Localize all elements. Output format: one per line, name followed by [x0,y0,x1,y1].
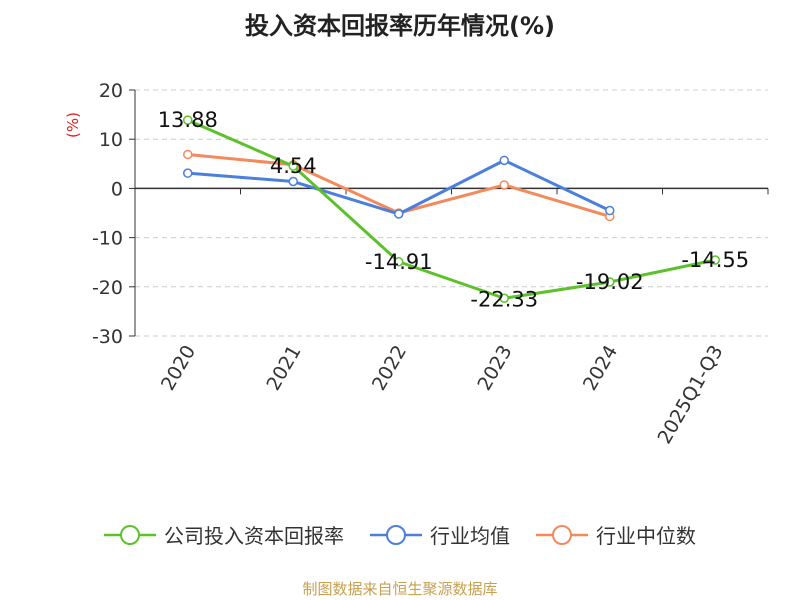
legend-item: 行业均值 [370,520,510,549]
series-line [187,118,716,300]
y-tick-label: -30 [92,326,123,348]
data-label: 4.54 [270,154,317,178]
legend-label: 行业均值 [430,524,510,548]
grid-lines [135,89,768,337]
data-label: -22.33 [470,287,538,311]
legend: 公司投入资本回报率 行业均值 行业中位数 [0,520,800,549]
x-tick-label: 2020 [157,342,200,395]
y-axis-label: (%) [64,112,82,138]
data-point [394,257,404,267]
legend-line-circle-icon [536,524,588,545]
source-note: 制图数据来自恒生聚源数据库 [302,580,498,598]
chart-title: 投入资本回报率历年情况(%) [245,12,555,40]
y-tick-label: 10 [99,129,123,151]
legend-item: 公司投入资本回报率 [104,520,344,549]
legend-line-circle-icon [104,524,156,545]
legend-item: 行业中位数 [536,520,696,549]
data-point [183,115,193,125]
series-line [187,158,611,216]
data-labels: 13.88 4.54 -14.91 -22.33 -19.02 -14.55 [158,108,749,311]
data-label: -19.02 [576,270,644,294]
data-point [499,180,509,190]
legend-line-circle-icon [370,524,422,545]
data-point [710,255,720,265]
y-tick-label: -20 [92,277,123,299]
data-label: 13.88 [158,108,218,132]
data-point [394,209,404,219]
data-label: -14.91 [365,250,433,274]
x-tick-label: 2025Q1-Q3 [654,342,728,448]
legend-label: 公司投入资本回报率 [164,524,344,548]
legend-label: 行业中位数 [596,524,696,548]
x-tick-label: 2022 [368,342,411,395]
data-point [605,205,615,216]
data-point [605,277,615,287]
data-point [499,155,509,166]
data-point [288,176,298,187]
data-label: -14.55 [681,248,749,272]
data-point [288,161,298,171]
data-point [183,168,193,178]
x-tick-label: 2023 [473,342,516,395]
series-line [187,152,611,218]
data-point [499,293,509,304]
x-tick-label: 2021 [262,342,305,395]
y-tick-label: 0 [111,178,123,200]
data-point [183,149,193,160]
y-tick-label: 20 [99,80,123,102]
series-lines [183,115,720,304]
x-tick-label: 2024 [579,342,622,395]
y-tick-label: -10 [92,228,123,250]
